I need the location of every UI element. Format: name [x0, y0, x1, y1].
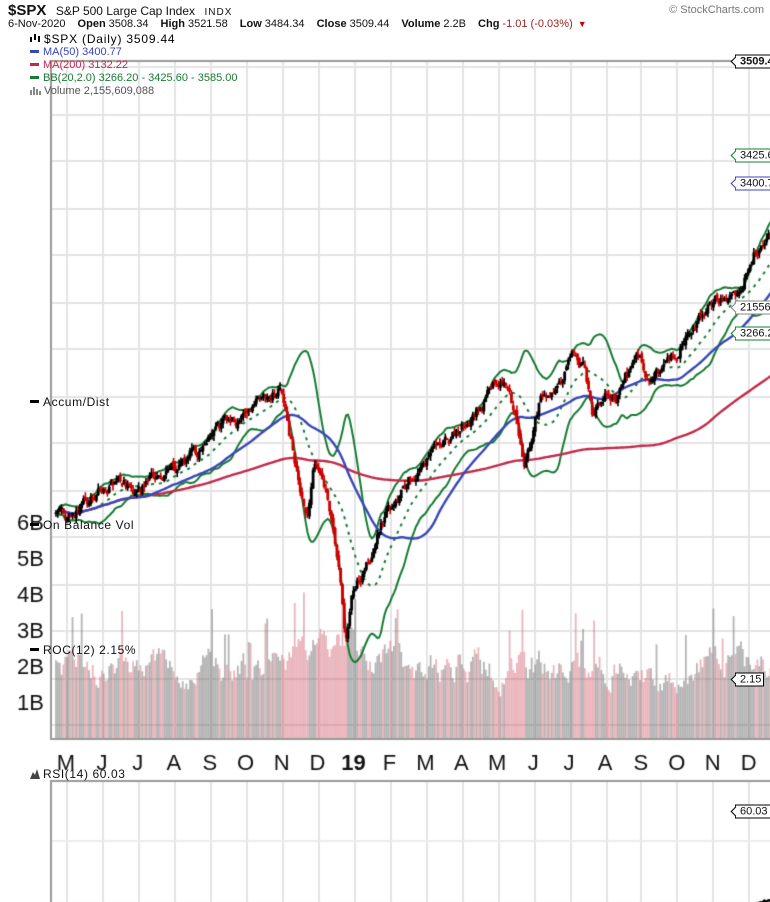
volume-callout: 2155609 — [735, 300, 770, 315]
obv-label: On Balance Vol — [43, 518, 135, 532]
rsi-callout: 60.03 — [735, 804, 770, 819]
roc-label-row: ROC(12) 2.15% — [30, 643, 136, 657]
down-triangle-icon: ▼ — [577, 19, 587, 29]
legend-ma200-label: MA(200) 3132.22 — [43, 59, 128, 71]
ma50-line-swatch-icon — [30, 49, 39, 53]
rsi-label: RSI(14) 60.03 — [43, 767, 126, 781]
legend-ma200-row: MA(200) 3132.22 — [30, 59, 237, 72]
ma50-callout: 3400.77 — [735, 176, 770, 191]
volume-value: 2.2B — [443, 18, 466, 30]
volume-bars-icon — [30, 86, 41, 95]
indicator-mountain-icon — [30, 768, 40, 779]
accum-dist-label-row: Accum/Dist — [30, 395, 110, 409]
legend-ma50-row: MA(50) 3400.77 — [30, 46, 237, 59]
bb-mid-callout: 3425.60 — [735, 148, 770, 163]
legend-spx-label: $SPX (Daily) 3509.44 — [44, 32, 176, 46]
roc-callout: 2.15 — [735, 672, 765, 687]
legend-spx-row: $SPX (Daily) 3509.44 — [30, 33, 237, 46]
close-value: 3509.44 — [349, 18, 390, 30]
rsi-label-row: RSI(14) 60.03 — [30, 767, 126, 781]
volume-label: Volume — [401, 18, 441, 30]
copyright: © StockCharts.com — [669, 4, 764, 16]
legend-volume-row: Volume 2,155,609,088 — [30, 85, 237, 98]
obv-label-row: On Balance Vol — [30, 518, 134, 532]
exchange-label: INDX — [204, 7, 233, 18]
high-label: High — [160, 18, 185, 30]
legend-volume-label: Volume 2,155,609,088 — [44, 85, 155, 97]
accum-dist-label: Accum/Dist — [43, 395, 110, 409]
symbol: $SPX — [8, 2, 47, 19]
chg-label: Chg — [478, 18, 500, 30]
open-label: Open — [77, 18, 106, 30]
high-value: 3521.58 — [187, 18, 228, 30]
low-value: 3484.34 — [264, 18, 305, 30]
low-label: Low — [239, 18, 262, 30]
legend-bb-label: BB(20,2.0) 3266.20 - 3425.60 - 3585.00 — [43, 72, 238, 84]
roc-label: ROC(12) 2.15% — [43, 643, 137, 657]
header-line1: $SPX S&P 500 Large Cap Index INDX — [8, 2, 762, 20]
quote-date: 6-Nov-2020 — [8, 18, 66, 30]
header-line2: 6-Nov-2020 Open 3508.34 High 3521.58 Low 34… — [8, 18, 587, 30]
close-label: Close — [316, 18, 347, 30]
legend-bb-row: BB(20,2.0) 3266.20 - 3425.60 - 3585.00 — [30, 72, 237, 85]
line-swatch-icon — [30, 648, 39, 652]
ma200-line-swatch-icon — [30, 62, 39, 66]
chart-legend: $SPX (Daily) 3509.44 MA(50) 3400.77 MA(2… — [30, 33, 237, 98]
legend-ma50-label: MA(50) 3400.77 — [43, 46, 122, 58]
index-name: S&P 500 Large Cap Index — [55, 4, 196, 18]
chg-value: -1.01 (-0.03%) — [502, 18, 573, 30]
candlestick-icon — [30, 33, 40, 42]
bb-low-callout: 3266.20 — [735, 326, 770, 341]
bb-line-swatch-icon — [30, 75, 39, 79]
open-value: 3508.34 — [108, 18, 149, 30]
close-callout: 3509.44 — [735, 54, 770, 69]
line-swatch-icon — [30, 523, 39, 527]
line-swatch-icon — [30, 400, 39, 404]
